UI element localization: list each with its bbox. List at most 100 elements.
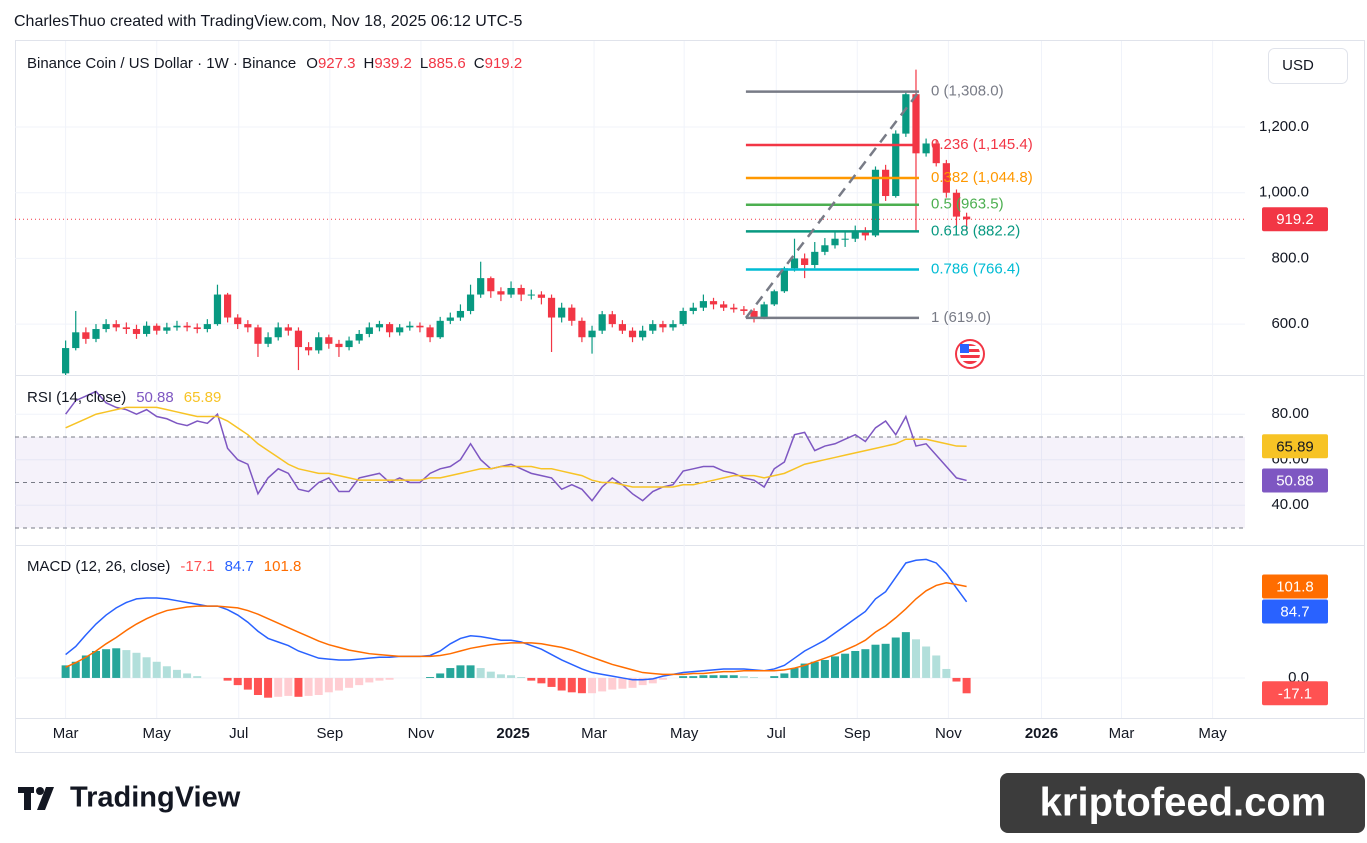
histogram-bar: [547, 677, 556, 687]
candle-body: [497, 291, 505, 295]
histogram-bar: [142, 657, 151, 678]
fib-label: 0.786 (766.4): [931, 260, 1020, 277]
histogram-bar: [770, 676, 779, 678]
pane-legend: Binance Coin / US Dollar · 1W · Binance O…: [27, 55, 522, 72]
candle-body: [821, 245, 829, 252]
histogram-bar: [264, 677, 273, 698]
y-tick-label: 80.00: [1271, 405, 1309, 422]
candle-body: [912, 94, 920, 154]
histogram-bar: [861, 649, 870, 678]
legend-title: RSI (14, close): [27, 389, 126, 406]
grid: [15, 41, 1245, 718]
candle-body: [841, 238, 849, 240]
ohlc-label: H: [364, 55, 375, 72]
legend-value: 101.8: [264, 558, 302, 575]
histogram-bar: [476, 668, 485, 678]
candle-body: [790, 258, 799, 269]
candle-body: [699, 301, 707, 308]
currency-label[interactable]: USD: [1282, 57, 1314, 74]
histogram-bar: [193, 676, 202, 678]
y-tick-label: 600.0: [1271, 315, 1309, 332]
histogram-bar: [750, 677, 759, 678]
value-box: [1262, 434, 1328, 459]
branding: TradingView: [70, 782, 241, 814]
histogram-bar: [689, 676, 698, 678]
candle-body: [355, 333, 363, 341]
histogram-bar: [942, 668, 951, 678]
candle-body: [628, 330, 637, 338]
value-box: [1262, 468, 1328, 493]
histogram-bar: [223, 677, 232, 681]
candle-body: [932, 143, 940, 164]
legend-title: MACD (12, 26, close): [27, 558, 170, 575]
histogram-bar: [628, 677, 637, 688]
histogram-bar: [577, 677, 586, 694]
candle-body: [851, 232, 859, 239]
candle-body: [436, 320, 444, 338]
histogram-bar: [810, 661, 819, 678]
indicator-line: [65, 581, 967, 676]
watermark-box: [1000, 773, 1365, 833]
currency-button[interactable]: [1268, 48, 1348, 84]
histogram-bar: [253, 677, 262, 696]
candle-body: [882, 169, 890, 197]
candle-body: [730, 307, 738, 310]
x-tick-label: Mar: [1109, 725, 1135, 742]
candle-body: [649, 324, 657, 331]
candle-body: [608, 314, 616, 325]
x-tick-label: Mar: [581, 725, 607, 742]
histogram-bar: [81, 655, 90, 678]
candle-body: [963, 216, 971, 220]
histogram-bar: [932, 655, 941, 678]
histogram-bar: [851, 650, 860, 678]
pane-0: 0 (1,308.0) 0.236 (1,145.4) 0.382 (1,044.8…: [15, 69, 1245, 375]
candle-body: [416, 325, 424, 328]
pane-legend: RSI (14, close) 50.88 65.89: [27, 389, 221, 406]
y-tick-label: 1,000.0: [1259, 184, 1309, 201]
histogram-bar: [881, 643, 890, 678]
value-box: [1262, 681, 1328, 706]
candle-body: [163, 327, 171, 331]
histogram-bar: [122, 650, 131, 678]
candle-body: [365, 327, 373, 334]
candle-body: [760, 304, 768, 318]
chart-frame: [15, 40, 1365, 753]
candle-body: [689, 307, 697, 311]
event-flag: [955, 339, 985, 369]
histogram-bar: [790, 668, 799, 678]
candle-body: [315, 337, 323, 351]
legend-title: Binance Coin / US Dollar · 1W · Binance: [27, 55, 296, 72]
histogram-bar: [901, 632, 910, 678]
candle-body: [740, 309, 748, 311]
ohlc-value: 919.2: [485, 55, 523, 72]
histogram-bar: [172, 669, 181, 678]
histogram-bar: [618, 677, 627, 689]
histogram-bar: [658, 677, 667, 680]
value-box-label: 84.7: [1280, 603, 1309, 620]
candle-body: [325, 337, 333, 344]
histogram-bar: [152, 661, 161, 678]
histogram-bar: [699, 675, 708, 678]
histogram-bar: [709, 675, 718, 678]
fib-label: 1 (619.0): [931, 309, 991, 326]
candle-body: [537, 294, 546, 298]
ohlc-value: 885.6: [428, 55, 466, 72]
candle-body: [517, 287, 525, 295]
histogram-bar: [517, 677, 526, 678]
watermark: kriptofeed.com: [1040, 781, 1327, 825]
y-tick-label: 1,200.0: [1259, 118, 1309, 135]
histogram-bar: [355, 677, 364, 686]
fib-label: 0.5 (963.5): [931, 196, 1004, 213]
histogram-bar: [102, 649, 111, 678]
value-box: [1262, 207, 1328, 232]
candle-body: [568, 307, 576, 321]
histogram-bar: [567, 677, 576, 693]
histogram-bar: [598, 677, 607, 692]
pane-2: [61, 558, 971, 698]
histogram-bar: [274, 677, 283, 697]
candle-body: [639, 330, 647, 338]
candle-body: [618, 324, 627, 331]
candle-body: [588, 330, 596, 338]
